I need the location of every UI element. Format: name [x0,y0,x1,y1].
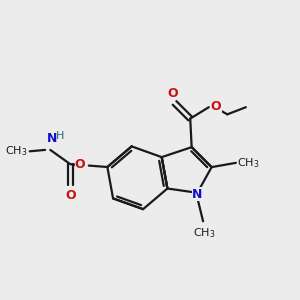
Text: O: O [75,158,86,171]
Text: N: N [192,188,203,201]
Text: CH$_3$: CH$_3$ [237,156,260,170]
Text: O: O [168,86,178,100]
Text: CH$_3$: CH$_3$ [193,226,216,240]
Text: O: O [211,100,221,113]
Text: O: O [65,189,76,202]
Text: H: H [56,131,64,141]
Text: N: N [46,132,57,145]
Text: CH$_3$: CH$_3$ [5,144,28,158]
